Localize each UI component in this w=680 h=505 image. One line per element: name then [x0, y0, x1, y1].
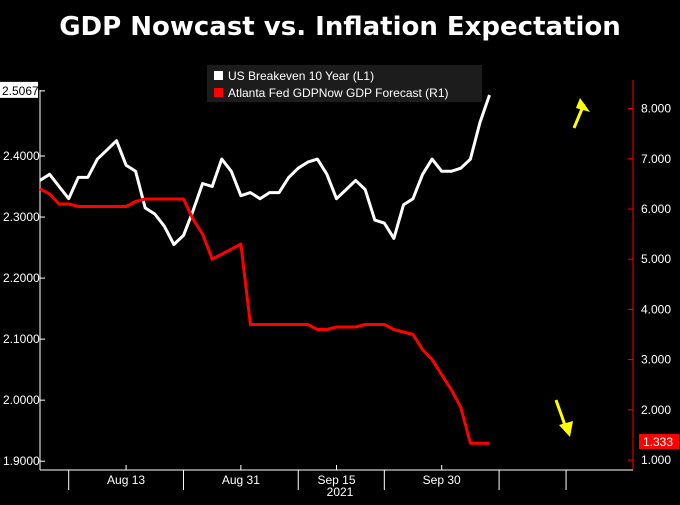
arrow-down-icon — [554, 399, 573, 437]
y-right-tick-label: 3.000 — [641, 353, 671, 367]
y-left-tick-label: 2.4000 — [3, 149, 40, 163]
y-right-tick-label: 8.000 — [641, 102, 671, 116]
legend-swatch-gdpnow — [214, 88, 223, 97]
y-left-tick-label: 1.9000 — [3, 454, 40, 468]
legend: US Breakeven 10 Year (L1) Atlanta Fed GD… — [207, 65, 482, 102]
y-right-tick-label: 4.000 — [641, 302, 671, 316]
y-right-tick-label: 2.000 — [641, 403, 671, 417]
y-left-tick-label: 2.0000 — [3, 393, 40, 407]
y-right-tick-label: 7.000 — [641, 152, 671, 166]
series-layer — [39, 94, 491, 445]
y-right-tick-label: 5.000 — [641, 252, 671, 266]
x-tick-label: Sep 30 — [423, 473, 461, 487]
legend-label-gdpnow: Atlanta Fed GDPNow GDP Forecast (R1) — [228, 86, 449, 100]
y-left-tick-label: 2.5067 — [2, 84, 39, 98]
x-tick-label: Sep 15 — [317, 473, 355, 487]
y-right-tick-label: 1.000 — [641, 453, 671, 467]
chart-title: GDP Nowcast vs. Inflation Expectation — [59, 12, 621, 42]
y-left-tick-label: 2.2000 — [3, 271, 40, 285]
y-left-tick-label: 2.3000 — [3, 210, 40, 224]
last-value-badge: 1.333 — [639, 434, 679, 449]
y-left-tick-label: 2.1000 — [3, 332, 40, 346]
year-label: 2021 — [327, 485, 354, 499]
last-value-text: 1.333 — [643, 435, 673, 449]
arrow-up-icon — [572, 98, 590, 129]
tick-labels: 2.5067 2.4000 2.3000 2.2000 2.1000 2.0000 1.90… — [0, 81, 671, 490]
series-line-gdpnow — [39, 187, 490, 445]
legend-swatch-breakeven — [214, 71, 223, 80]
legend-background — [207, 65, 482, 102]
series-line-breakeven — [39, 94, 491, 246]
x-tick-label: Aug 31 — [222, 473, 260, 487]
axes — [39, 80, 634, 471]
left-last-value-badge — [0, 81, 38, 98]
x-tick-label: Aug 13 — [107, 473, 145, 487]
legend-label-breakeven: US Breakeven 10 Year (L1) — [228, 69, 374, 83]
arrows — [554, 98, 590, 437]
y-right-tick-label: 6.000 — [641, 202, 671, 216]
